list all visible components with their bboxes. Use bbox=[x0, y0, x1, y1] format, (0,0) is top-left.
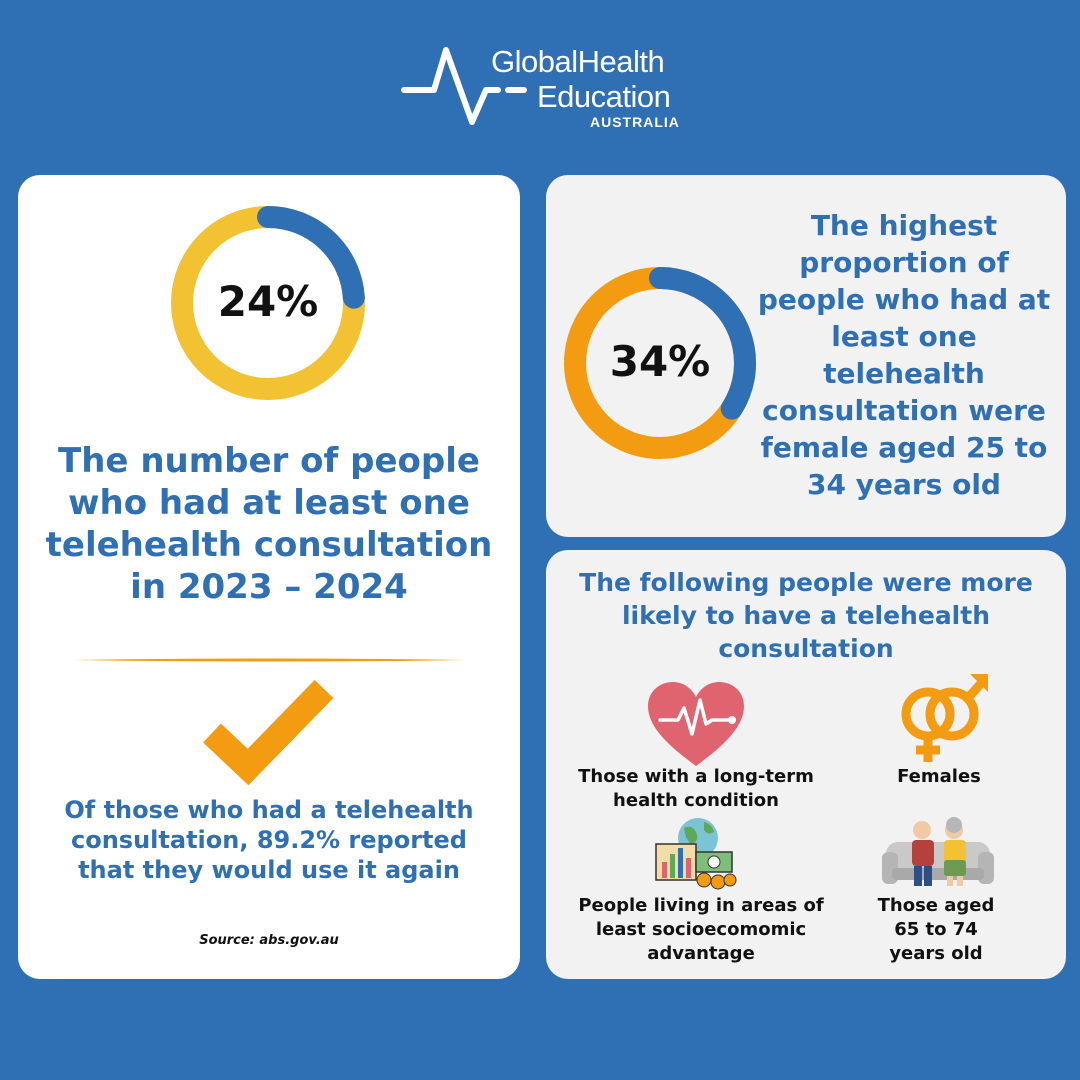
left-subtext: Of those who had a telehealth consultati… bbox=[64, 796, 474, 884]
donut-fill bbox=[564, 267, 756, 459]
item-label-long-term: Those with a long-term health condition bbox=[578, 766, 814, 811]
pulse-logo-icon bbox=[401, 47, 527, 125]
economy-globe-icon bbox=[655, 818, 737, 890]
logo-text-australia: AUSTRALIA bbox=[590, 114, 680, 130]
likely-groups-heading: The following people were more likely to… bbox=[579, 568, 1033, 663]
left-heading: The number of people who had at least on… bbox=[45, 441, 493, 607]
donut-chart-34: 34% bbox=[562, 265, 758, 461]
donut-chart-24: 24% bbox=[168, 203, 368, 403]
divider bbox=[73, 658, 465, 662]
brand-logo: GlobalHealth Education AUSTRALIA bbox=[400, 40, 700, 135]
top-right-stat-card: 34% The highest proportion of people who… bbox=[546, 175, 1066, 537]
donut-ring bbox=[564, 267, 756, 459]
item-label-females: Females bbox=[897, 766, 981, 787]
heart-pulse-icon bbox=[648, 682, 744, 766]
elderly-couple-icon bbox=[882, 817, 994, 886]
donut-fill bbox=[171, 206, 365, 400]
checkmark-icon bbox=[203, 679, 334, 786]
logo-text-education: Education bbox=[537, 79, 671, 114]
donut-ring bbox=[171, 206, 365, 400]
bottom-right-card: The following people were more likely to… bbox=[546, 550, 1066, 979]
donut-percent-label: 34% bbox=[609, 337, 711, 386]
donut-percent-label: 24% bbox=[217, 277, 319, 326]
logo-text-globalhealth: GlobalHealth bbox=[491, 44, 665, 79]
gender-symbols-icon bbox=[901, 674, 988, 762]
item-label-aged-65-74: Those aged 65 to 74 years old bbox=[877, 895, 995, 964]
top-right-text: The highest proportion of people who had… bbox=[757, 209, 1051, 501]
left-stat-card: 24% The number of people who had at leas… bbox=[18, 175, 520, 979]
source-citation: Source: abs.gov.au bbox=[199, 933, 339, 948]
item-label-least-advantage: People living in areas of least socioeco… bbox=[578, 895, 824, 964]
